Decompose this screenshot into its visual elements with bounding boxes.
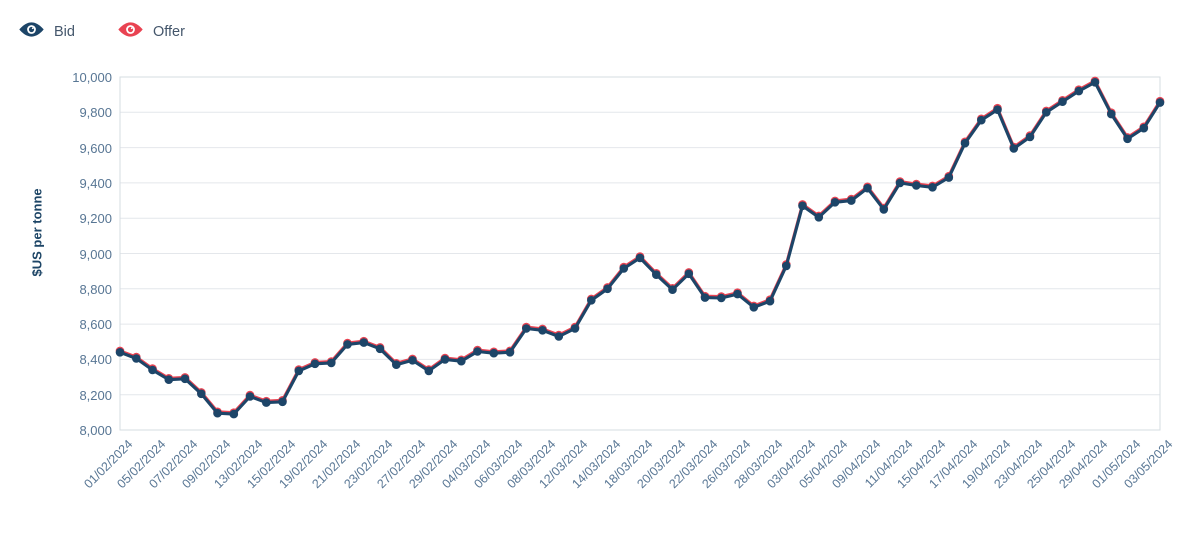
data-point-bid[interactable] — [1155, 98, 1165, 107]
data-point-bid[interactable] — [115, 348, 125, 357]
data-point-bid[interactable] — [977, 115, 986, 125]
data-point-bid[interactable] — [424, 366, 434, 376]
data-point-bid[interactable] — [814, 213, 824, 222]
data-point-bid[interactable] — [993, 105, 1002, 114]
y-tick-label: 9,600 — [79, 140, 112, 156]
data-point-bid[interactable] — [554, 332, 564, 341]
legend-item-offer[interactable]: Offer — [117, 21, 185, 43]
data-point-bid[interactable] — [830, 198, 840, 207]
legend-item-bid[interactable]: Bid — [18, 21, 75, 43]
data-point-bid[interactable] — [798, 201, 807, 211]
data-point-bid[interactable] — [148, 365, 157, 375]
data-point-bid[interactable] — [278, 397, 287, 407]
data-point-bid[interactable] — [944, 173, 954, 182]
data-point-bid[interactable] — [1025, 132, 1035, 142]
data-point-bid[interactable] — [262, 398, 271, 407]
data-point-bid[interactable] — [440, 355, 450, 364]
y-tick-label: 9,000 — [79, 246, 112, 262]
data-point-bid[interactable] — [570, 324, 580, 333]
data-point-bid[interactable] — [635, 253, 645, 263]
data-point-bid[interactable] — [473, 347, 482, 356]
legend-bid-label: Bid — [54, 24, 75, 40]
data-point-bid[interactable] — [359, 338, 369, 347]
y-tick-label: 8,400 — [79, 352, 112, 368]
data-point-bid[interactable] — [879, 205, 889, 214]
data-point-bid[interactable] — [1123, 134, 1132, 144]
data-point-bid[interactable] — [912, 181, 921, 190]
data-point-bid[interactable] — [652, 270, 661, 280]
data-point-bid[interactable] — [213, 408, 222, 418]
data-point-bid[interactable] — [1058, 97, 1067, 106]
data-point-bid[interactable] — [749, 303, 759, 312]
data-point-bid[interactable] — [522, 324, 531, 333]
data-point-bid[interactable] — [684, 269, 694, 279]
y-tick-label: 9,800 — [79, 105, 112, 121]
data-point-bid[interactable] — [229, 409, 239, 419]
eye-icon — [117, 21, 144, 43]
data-point-bid[interactable] — [538, 326, 547, 335]
data-point-bid[interactable] — [847, 196, 856, 205]
y-tick-label: 9,200 — [79, 211, 112, 227]
y-tick-label: 8,800 — [79, 281, 112, 297]
data-point-bid[interactable] — [245, 392, 255, 401]
data-point-bid[interactable] — [343, 340, 352, 349]
data-point-bid[interactable] — [1042, 108, 1051, 117]
data-point-bid[interactable] — [765, 296, 775, 306]
data-point-bid[interactable] — [733, 289, 742, 299]
data-point-bid[interactable] — [1139, 123, 1149, 133]
chart-legend: Bid Offer — [18, 21, 185, 43]
data-point-bid[interactable] — [180, 374, 190, 384]
plot-border — [119, 76, 1161, 431]
data-point-bid[interactable] — [310, 359, 320, 369]
y-tick-label: 8,200 — [79, 387, 112, 403]
data-point-bid[interactable] — [587, 296, 596, 305]
data-point-bid[interactable] — [457, 356, 466, 366]
data-point-bid[interactable] — [717, 293, 726, 303]
data-point-bid[interactable] — [960, 138, 970, 148]
data-point-bid[interactable] — [928, 183, 937, 192]
data-point-bid[interactable] — [375, 344, 385, 354]
data-point-bid[interactable] — [327, 358, 336, 368]
series-line-offer — [118, 79, 1162, 415]
data-point-bid[interactable] — [1009, 144, 1019, 153]
y-tick-label: 8,000 — [79, 423, 112, 438]
y-tick-label: 8,600 — [79, 317, 112, 333]
eye-icon — [18, 21, 45, 43]
data-point-bid[interactable] — [700, 293, 710, 302]
data-point-bid[interactable] — [782, 261, 791, 271]
data-point-bid[interactable] — [619, 264, 629, 273]
data-point-bid[interactable] — [132, 354, 141, 363]
data-point-bid[interactable] — [392, 360, 401, 370]
data-point-bid[interactable] — [164, 375, 174, 385]
y-tick-label: 9,400 — [79, 175, 112, 191]
data-point-bid[interactable] — [603, 284, 612, 294]
data-point-bid[interactable] — [505, 348, 515, 357]
data-point-bid[interactable] — [197, 389, 206, 399]
data-point-bid[interactable] — [668, 285, 677, 295]
legend-offer-label: Offer — [152, 24, 185, 40]
data-point-bid[interactable] — [1074, 86, 1084, 96]
data-point-bid[interactable] — [1090, 78, 1100, 87]
data-point-bid[interactable] — [895, 178, 905, 188]
series-line-bid — [118, 80, 1162, 416]
y-tick-label: 10,000 — [72, 70, 112, 85]
data-point-bid[interactable] — [863, 183, 872, 193]
data-point-bid[interactable] — [294, 366, 304, 376]
data-point-bid[interactable] — [489, 348, 499, 358]
data-point-bid[interactable] — [408, 356, 417, 365]
data-point-bid[interactable] — [1107, 109, 1116, 119]
